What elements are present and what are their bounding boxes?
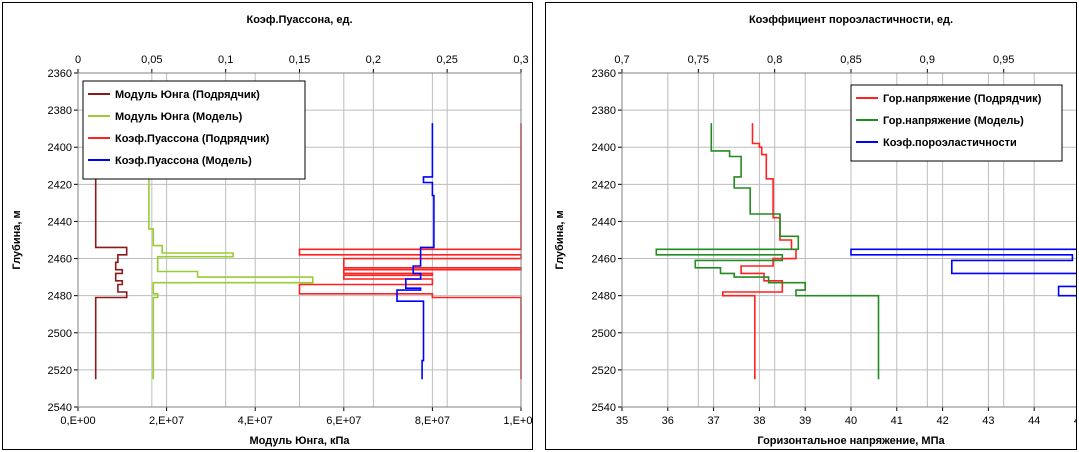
chart2-top-tick-label: 0,85	[840, 54, 861, 66]
chart1-plot-frame	[77, 72, 522, 408]
chart2-y-tick-label: 2360	[592, 68, 616, 80]
chart2-plot-frame	[621, 72, 1076, 408]
chart2-bottom-tick-label: 44	[1028, 415, 1040, 427]
chart2-bottom-tick-label: 37	[707, 415, 719, 427]
chart1-legend-label-2: Коэф.Пуассона (Подрядчик)	[115, 133, 270, 145]
chart-right: 2360 2380 2400 2420 2440 2460 2480 2500 2520 2540…	[554, 14, 1077, 447]
chart1-top-axis-title: Коэф.Пуассона, ед.	[246, 14, 352, 26]
chart1-legend-label-3: Коэф.Пуассона (Модель)	[115, 155, 252, 167]
chart1-legend-label-1: Модуль Юнга (Модель)	[115, 111, 243, 123]
chart2-top-tick-label: 0,9	[920, 54, 935, 66]
chart1-y-tick-label: 2460	[48, 254, 72, 266]
chart2-bottom-tick-label: 36	[662, 415, 674, 427]
chart-left: 2360 2380 2400 2420 2440 2460 2480 2500 2520 2540…	[11, 14, 533, 447]
chart1-top-tick-label: 0,1	[218, 54, 233, 66]
chart1-bottom-axis-title: Модуль Юнга, кПа	[250, 435, 351, 447]
chart1-top-tick-label: 0,05	[141, 54, 162, 66]
chart1-top-tick-label: 0	[75, 54, 81, 66]
chart1-top-tick-label: 0,25	[436, 54, 457, 66]
chart2-legend: Гор.напряжение (Подрядчик) Гор.напряжение…	[850, 84, 1063, 162]
chart2-legend-label-2: Коэф.пороэластичности	[883, 137, 1017, 149]
chart-panel-left: 2360 2380 2400 2420 2440 2460 2480 2500 2520 2540…	[2, 2, 533, 450]
chart1-top-tick-label: 0,3	[513, 54, 528, 66]
chart2-legend-label-1: Гор.напряжение (Модель)	[883, 115, 1024, 127]
chart1-y-tick-label: 2380	[48, 105, 72, 117]
chart1-y-tick-label: 2540	[48, 402, 72, 414]
chart1-bottom-tick-label: 8,E+07	[415, 415, 450, 427]
chart1-y-tick-label: 2400	[48, 142, 72, 154]
chart2-bottom-tick-label: 43	[982, 415, 994, 427]
chart1-series-line-2	[298, 123, 522, 380]
chart2-top-tick-label: 0,7	[614, 54, 629, 66]
chart2-bottom-tick-label: 42	[936, 415, 948, 427]
chart2-y-tick-label: 2540	[592, 402, 616, 414]
chart2-bottom-tick-label: 39	[799, 415, 811, 427]
chart2-legend-label-0: Гор.напряжение (Подрядчик)	[883, 93, 1042, 105]
chart2-y-tick-label: 2460	[592, 254, 616, 266]
chart2-bottom-tick-label: 41	[891, 415, 903, 427]
chart2-y-tick-label: 2380	[592, 105, 616, 117]
chart2-y-tick-label: 2480	[592, 291, 616, 303]
chart1-top-tick-label: 0,2	[366, 54, 381, 66]
chart1-y-tick-label: 2520	[48, 365, 72, 377]
chart1-legend-box	[82, 80, 306, 180]
chart2-series-line-1	[655, 123, 880, 380]
chart1-y-tick-label: 2360	[48, 68, 72, 80]
chart2-legend-box	[850, 84, 1063, 162]
chart2-y-tick-label: 2500	[592, 328, 616, 340]
chart1-y-tick-label: 2420	[48, 179, 72, 191]
chart2-bottom-axis-title: Горизонтальное напряжение, МПа	[757, 435, 945, 447]
chart1-bottom-tick-label: 4,E+07	[238, 415, 273, 427]
chart2-series-line-2	[850, 248, 1076, 297]
chart1-y-tick-label: 2440	[48, 216, 72, 228]
chart1-bottom-tick-label: 6,E+07	[326, 415, 361, 427]
chart2-y-tick-label: 2520	[592, 365, 616, 377]
chart2-bottom-tick-label: 45	[1074, 415, 1077, 427]
chart1-bottom-tick-label: 2,E+07	[149, 415, 184, 427]
chart2-y-tick-label: 2400	[592, 142, 616, 154]
chart2-top-tick-label: 0,75	[688, 54, 709, 66]
chart1-legend: Модуль Юнга (Подрядчик) Модуль Юнга (Моде…	[82, 80, 306, 180]
chart-panel-right: 2360 2380 2400 2420 2440 2460 2480 2500 2520 2540…	[545, 2, 1077, 450]
chart1-y-tick-label: 2500	[48, 328, 72, 340]
chart1-y-tick-label: 2480	[48, 291, 72, 303]
chart1-top-tick-label: 0,15	[289, 54, 310, 66]
chart2-top-tick-label: 0,95	[993, 54, 1014, 66]
chart2-y-tick-label: 2440	[592, 216, 616, 228]
chart2-top-tick-label: 0,8	[767, 54, 782, 66]
chart2-bottom-tick-label: 38	[753, 415, 765, 427]
chart1-bottom-tick-label: 0,E+00	[60, 415, 95, 427]
chart2-top-axis-title: Коэффициент пороэластичности, ед.	[749, 14, 953, 26]
chart1-series-line-0	[94, 165, 128, 380]
chart2-bottom-tick-label: 35	[616, 415, 628, 427]
chart1-bottom-tick-label: 1,E+08	[503, 415, 533, 427]
chart2-bottom-tick-label: 40	[845, 415, 857, 427]
chart1-series-line-3	[396, 123, 435, 380]
chart1-series-line-1	[148, 172, 314, 380]
chart2-y-axis-title: Глубина, м	[554, 210, 566, 269]
chart2-y-tick-label: 2420	[592, 179, 616, 191]
chart1-legend-label-0: Модуль Юнга (Подрядчик)	[115, 89, 260, 101]
chart1-y-axis-title: Глубина, м	[11, 210, 23, 269]
